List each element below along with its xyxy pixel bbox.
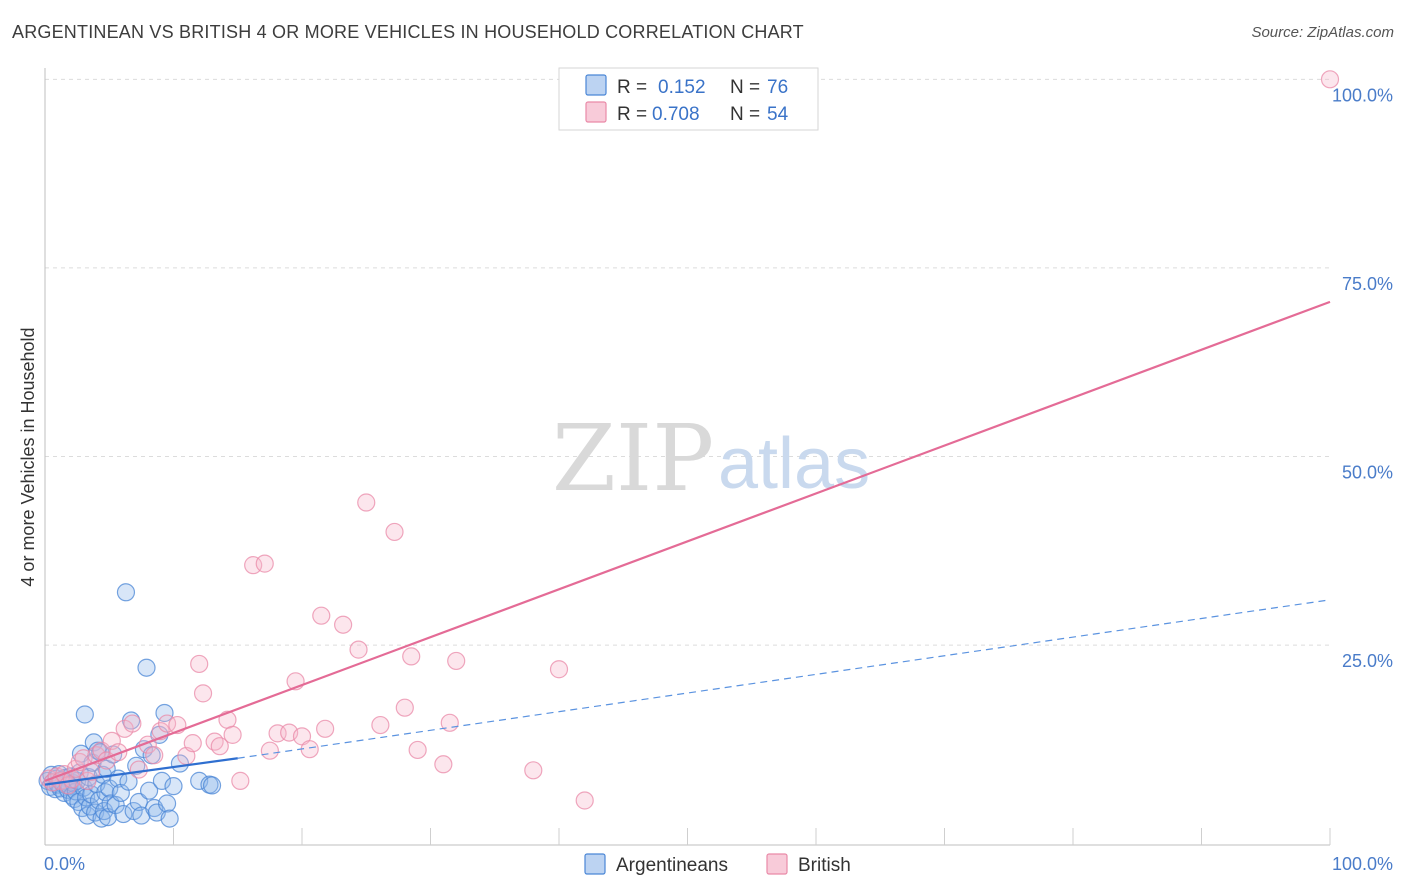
data-point	[549, 660, 569, 679]
correlation-legend: R = 0.152 N = 76 R = 0.708 N = 54	[558, 67, 819, 131]
series-legend-label-british: British	[798, 855, 851, 876]
data-point	[190, 654, 209, 674]
series-legend-label-argentineans: Argentineans	[616, 855, 728, 876]
data-point	[231, 771, 250, 790]
legend-r-label-british: R =	[617, 104, 647, 125]
watermark-zip: ZIP	[552, 405, 714, 512]
data-point	[202, 776, 222, 795]
data-point	[408, 740, 427, 760]
data-point	[157, 794, 177, 813]
data-point	[155, 703, 174, 723]
data-point	[385, 522, 404, 542]
legend-r-value-argentineans: 0.152	[658, 77, 706, 98]
trend-line-argentineans-extension	[237, 599, 1331, 759]
data-point	[260, 741, 279, 760]
data-point	[1320, 70, 1340, 89]
legend-n-label-british: N =	[730, 104, 760, 125]
legend-r-label-argentineans: R =	[617, 77, 647, 98]
data-point	[371, 715, 390, 735]
data-point	[129, 760, 148, 779]
y-tick-label: 50.0%	[1342, 463, 1393, 483]
data-point	[434, 755, 453, 774]
series-legend: Argentineans British	[584, 853, 851, 876]
gridlines	[45, 78, 1330, 646]
data-point	[160, 809, 179, 828]
data-point	[334, 615, 353, 634]
data-point	[139, 781, 159, 800]
data-point	[129, 792, 148, 812]
data-point	[395, 698, 414, 717]
trend-line-british	[44, 300, 1331, 782]
argentineans-points	[38, 583, 222, 828]
data-point	[524, 761, 543, 780]
x-tick-label-right: 100.0%	[1332, 854, 1393, 874]
data-point	[145, 746, 164, 765]
data-point	[447, 651, 466, 671]
data-point	[164, 777, 183, 796]
data-point	[114, 804, 133, 824]
x-tick-marks	[173, 828, 1331, 845]
data-point	[152, 771, 172, 790]
data-point	[137, 658, 156, 677]
data-point	[575, 791, 594, 810]
data-point	[193, 684, 213, 703]
y-tick-labels: 25.0% 50.0% 75.0% 100.0%	[1332, 85, 1393, 671]
trend-lines	[44, 300, 1331, 786]
data-point	[109, 743, 128, 762]
data-point	[357, 493, 376, 512]
data-point	[116, 583, 136, 602]
chart-title: ARGENTINEAN VS BRITISH 4 OR MORE VEHICLE…	[12, 22, 804, 42]
data-point	[123, 714, 142, 733]
y-tick-label: 100.0%	[1332, 85, 1393, 105]
trend-line-argentineans	[44, 757, 238, 786]
data-point	[312, 606, 331, 625]
legend-r-value-british: 0.708	[652, 104, 700, 125]
data-point	[75, 705, 94, 724]
data-point	[223, 725, 242, 744]
watermark-atlas: atlas	[718, 424, 870, 504]
x-tick-label-left: 0.0%	[44, 854, 85, 874]
data-point	[316, 719, 335, 738]
series-legend-swatch-argentineans	[584, 853, 606, 875]
data-point	[210, 737, 229, 756]
data-point	[244, 556, 263, 575]
legend-n-value-argentineans: 76	[767, 77, 788, 98]
data-point	[102, 731, 121, 750]
y-tick-label: 75.0%	[1342, 274, 1393, 294]
data-point	[255, 554, 274, 573]
y-axis-label: 4 or more Vehicles in Household	[18, 327, 38, 586]
legend-swatch-argentineans	[585, 74, 607, 96]
data-point	[349, 640, 368, 659]
data-point	[402, 647, 421, 666]
legend-swatch-british	[585, 101, 607, 123]
data-point	[183, 734, 202, 753]
y-tick-label: 25.0%	[1342, 651, 1393, 671]
series-legend-swatch-british	[766, 853, 788, 875]
legend-n-label-argentineans: N =	[730, 77, 760, 98]
british-points	[39, 70, 1340, 810]
legend-n-value-british: 54	[767, 104, 789, 125]
chart-source: Source: ZipAtlas.com	[1251, 24, 1394, 41]
